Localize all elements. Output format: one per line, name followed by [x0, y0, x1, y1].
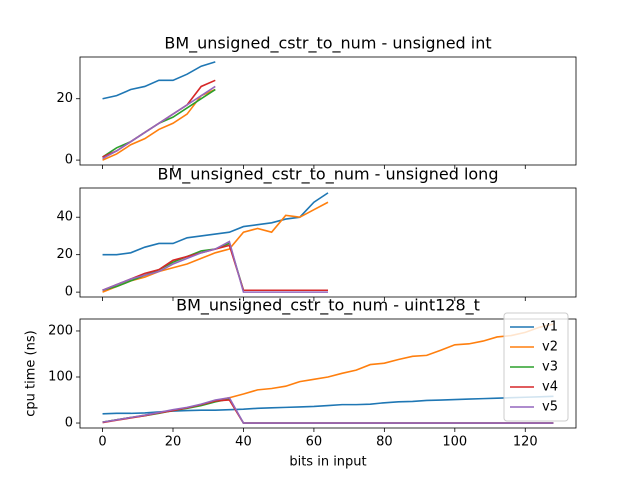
series-line: [102, 395, 554, 415]
y-axis-label: cpu time (ns): [24, 330, 39, 416]
series-line: [102, 61, 216, 100]
x-tick-label: 100: [442, 435, 467, 450]
x-tick-label: 40: [235, 435, 252, 450]
y-tick-label: 20: [56, 91, 73, 106]
series-line: [102, 323, 554, 423]
subplot-title: BM_unsigned_cstr_to_num - unsigned long: [158, 165, 499, 185]
legend-label: v4: [542, 380, 558, 395]
legend-label: v2: [542, 340, 558, 355]
subplot-title: BM_unsigned_cstr_to_num - unsigned int: [164, 34, 491, 54]
series-line: [102, 201, 329, 293]
series-line: [102, 85, 216, 160]
x-tick-label: 80: [376, 435, 393, 450]
y-tick-label: 20: [56, 247, 73, 262]
legend-label: v3: [542, 360, 558, 375]
x-tick-label: 0: [98, 435, 106, 450]
series-line: [102, 79, 216, 158]
x-tick-label: 60: [306, 435, 323, 450]
axes-frame: [79, 56, 577, 166]
axes-frame: [79, 187, 577, 298]
y-tick-label: 0: [65, 416, 73, 431]
legend-label: v5: [542, 400, 558, 415]
legend-label: v1: [542, 320, 558, 335]
series-line: [102, 192, 329, 256]
y-tick-label: 0: [65, 153, 73, 168]
y-tick-label: 100: [48, 369, 73, 384]
y-tick-label: 0: [65, 285, 73, 300]
legend-box: [503, 312, 569, 422]
y-tick-label: 200: [48, 323, 73, 338]
x-tick-label: 120: [513, 435, 538, 450]
series-line: [102, 399, 554, 424]
axes-frame: [79, 318, 577, 429]
x-tick-label: 20: [165, 435, 182, 450]
x-axis-label: bits in input: [289, 455, 366, 470]
y-tick-label: 40: [56, 210, 73, 225]
series-line: [102, 240, 328, 293]
series-line: [102, 396, 554, 424]
subplot-title: BM_unsigned_cstr_to_num - uint128_t: [176, 296, 480, 316]
